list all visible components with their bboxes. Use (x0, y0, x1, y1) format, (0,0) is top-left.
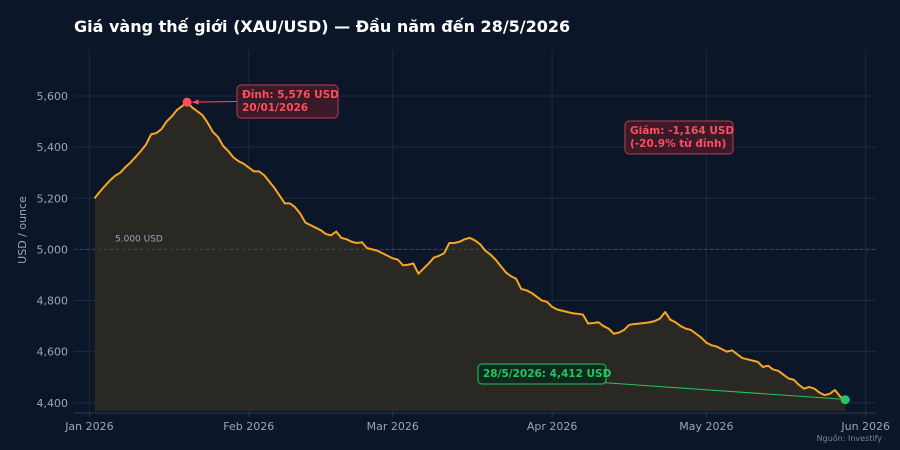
series-area (94, 102, 846, 411)
annotation-arrowhead (192, 99, 199, 105)
x-tick-label: Jan 2026 (64, 420, 113, 433)
annotation-text: Giảm: -1,164 USD (630, 125, 734, 137)
y-tick-label: 5,600 (37, 90, 69, 103)
y-tick-label: 4,400 (37, 397, 69, 410)
series-layer (93, 101, 846, 401)
x-tick-label: May 2026 (679, 420, 733, 433)
annotation-arrow (192, 101, 238, 103)
annotation-point (840, 395, 850, 405)
y-tick-label: 5,000 (37, 243, 69, 256)
annotation-latest: 28/5/2026: 4,412 USD (477, 363, 851, 405)
y-tick-label: 4,800 (37, 295, 69, 308)
annotation-box (236, 84, 339, 119)
reference-line-label: 5.000 USD (115, 234, 163, 244)
annotation-text: 20/01/2026 (242, 102, 308, 114)
annotation-box (477, 363, 607, 385)
annotation-box (624, 120, 734, 155)
chart-title: Giá vàng thế giới (XAU/USD) — Đầu năm đế… (74, 17, 570, 36)
axes: 4,400 4,600 4,800 5,000 5,200 5,400 5,600 Jan 2… (37, 90, 891, 433)
x-tick-label: Apr 2026 (527, 420, 578, 433)
reference-line: 5.000 USD (74, 234, 876, 250)
annotation-text: Đỉnh: 5,576 USD (242, 89, 339, 101)
y-axis-label: USD / ounce (16, 196, 29, 264)
annotation-point (182, 97, 192, 107)
annotation-text: 28/5/2026: 4,412 USD (483, 368, 612, 380)
x-tick-label: Mar 2026 (367, 420, 419, 433)
y-tick-label: 5,200 (37, 192, 69, 205)
x-tick-label: Jun 2026 (840, 420, 890, 433)
series-line (93, 101, 846, 401)
annotation-drop: Giảm: -1,164 USD(-20.9% từ đỉnh) (624, 120, 734, 155)
y-tick-label: 5,400 (37, 141, 69, 154)
area-fill (94, 102, 846, 411)
x-tick-label: Feb 2026 (223, 420, 274, 433)
annotation-text: (-20.9% từ đỉnh) (630, 138, 726, 150)
y-tick-label: 4,600 (37, 346, 69, 359)
source-note: Nguồn: Investify (817, 433, 883, 443)
